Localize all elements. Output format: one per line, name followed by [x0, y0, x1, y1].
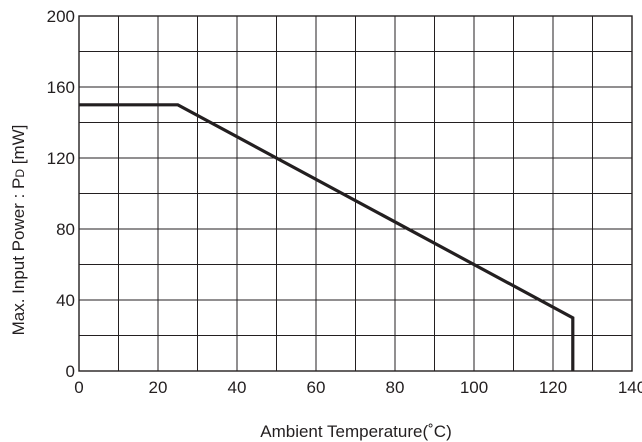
x-axis-label: Ambient Temperature(˚C) — [260, 422, 451, 441]
plot-frame — [78, 15, 633, 372]
x-tick-label: 0 — [74, 378, 83, 397]
x-tick-label: 120 — [539, 378, 567, 397]
y-tick-label: 120 — [47, 149, 75, 168]
x-tick-label: 80 — [386, 378, 405, 397]
x-tick-label: 40 — [228, 378, 247, 397]
x-tick-labels: 0 20 40 60 80 100 120 140 — [74, 378, 642, 397]
y-tick-labels: 0 40 80 120 160 200 — [47, 7, 75, 381]
y-tick-label: 40 — [56, 291, 75, 310]
power-derating-line — [79, 103, 575, 371]
x-tick-label: 20 — [149, 378, 168, 397]
y-axis-label-main: Max. Input Power : P — [9, 178, 28, 336]
y-axis-label-subscript: D — [13, 169, 27, 178]
grid-lines — [79, 16, 632, 371]
x-tick-label: 140 — [618, 378, 642, 397]
y-axis-label-unit: [mW] — [9, 125, 28, 169]
y-tick-label: 160 — [47, 78, 75, 97]
x-tick-label: 60 — [307, 378, 326, 397]
x-tick-label: 100 — [460, 378, 488, 397]
y-axis-label: Max. Input Power : PD [mW] — [9, 125, 28, 336]
y-tick-label: 200 — [47, 7, 75, 26]
y-tick-label: 0 — [66, 362, 75, 381]
y-tick-label: 80 — [56, 220, 75, 239]
